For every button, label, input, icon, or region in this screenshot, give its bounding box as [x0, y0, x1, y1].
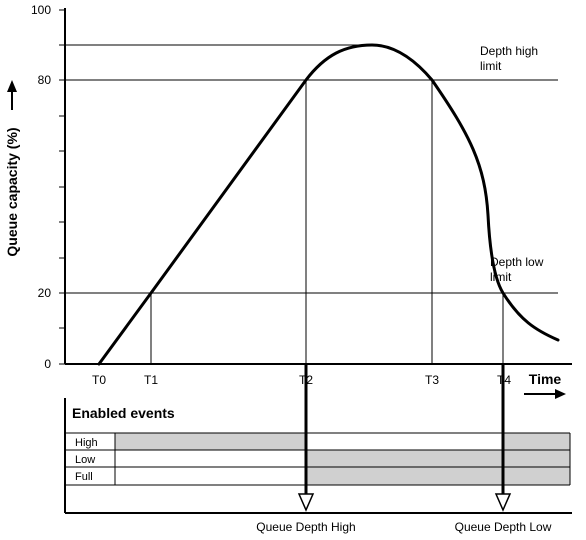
- y-tick-label: 0: [44, 357, 51, 371]
- y-axis-arrowhead: [7, 80, 17, 92]
- event-label-low: Queue Depth Low: [455, 520, 552, 534]
- row-label-full: Full: [75, 471, 93, 483]
- queue-depth-low-arrowhead: [494, 493, 512, 512]
- queue-depth-curve: [97, 43, 560, 366]
- y-tick-label: 80: [38, 73, 52, 87]
- low-limit-label: limit: [490, 270, 512, 284]
- row-label-high: High: [75, 437, 98, 449]
- low-limit-label: Depth low: [490, 255, 544, 269]
- y-tick-label: 20: [38, 286, 52, 300]
- queue-depth-high-arrowhead: [297, 493, 315, 512]
- x-marker-label: T3: [425, 373, 439, 387]
- x-axis-label: Time: [529, 371, 562, 387]
- full-enabled-period: [306, 467, 570, 485]
- y-axis-label: Queue capacity (%): [4, 127, 20, 256]
- x-marker-label: T1: [144, 373, 158, 387]
- events-table-grid: [65, 432, 571, 486]
- enabled-events-title: Enabled events: [72, 405, 175, 421]
- x-axis-arrowhead: [555, 389, 566, 399]
- high-enabled-period: [115, 433, 306, 450]
- y-ticks: [59, 9, 65, 365]
- high-limit-label: Depth high: [480, 44, 538, 58]
- x-marker-label: T0: [92, 373, 106, 387]
- low-enabled-period: [306, 450, 570, 467]
- y-tick-label: 100: [31, 3, 51, 17]
- event-label-high: Queue Depth High: [256, 520, 355, 534]
- high-limit-label: limit: [480, 59, 502, 73]
- row-label-low: Low: [75, 454, 95, 466]
- high-enabled-period: [503, 433, 570, 450]
